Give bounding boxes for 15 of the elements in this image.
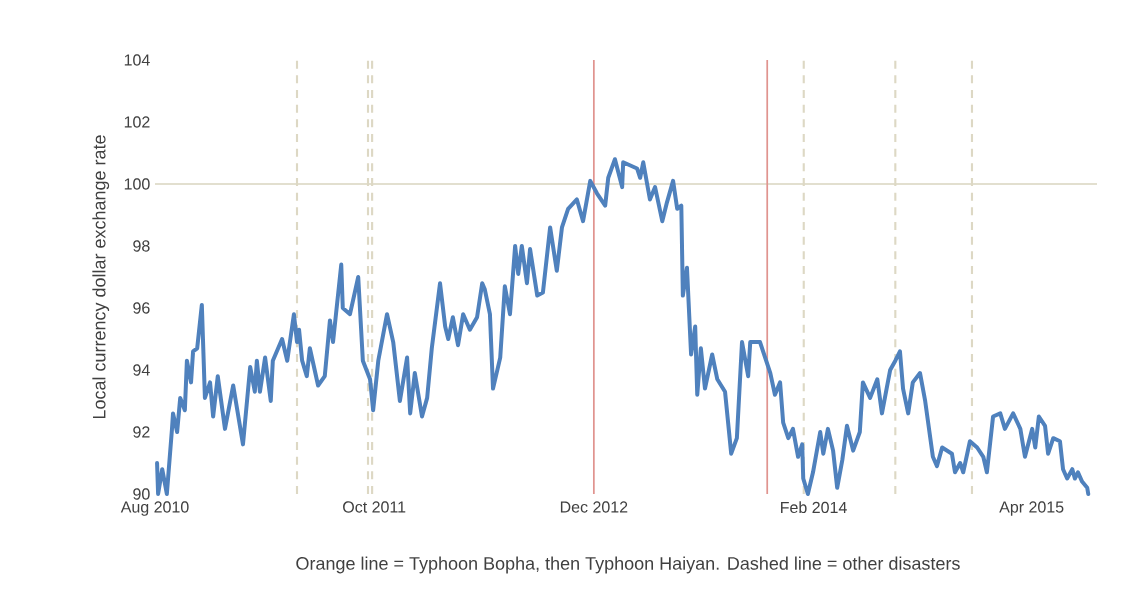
y-tick-label: 102 bbox=[124, 116, 150, 128]
x-tick-label: Feb 2014 bbox=[781, 501, 847, 514]
x-tick-label: Aug 2010 bbox=[120, 501, 189, 516]
y-tick-label: 96 bbox=[133, 302, 150, 314]
text: Orange line = Typhoon Bopha, then Typhoon Haiyan. Dashed line = other disasters bbox=[296, 556, 960, 574]
y-tick-label: 94 bbox=[133, 364, 150, 376]
x-tick-label: Dec 2012 bbox=[560, 501, 628, 513]
y-tick-label: 92 bbox=[133, 426, 150, 438]
y-tick-label: 98 bbox=[133, 240, 150, 252]
y-tick-label: 104 bbox=[124, 54, 150, 66]
x-tick-label: Apr 2015 bbox=[999, 501, 1064, 516]
y-axis-title: Local currency dollar exchange rate bbox=[92, 135, 110, 419]
y-tick-label: 100 bbox=[124, 178, 150, 190]
y-tick-label: 90 bbox=[133, 488, 150, 500]
x-tick-label: Oct 2011 bbox=[343, 501, 406, 513]
